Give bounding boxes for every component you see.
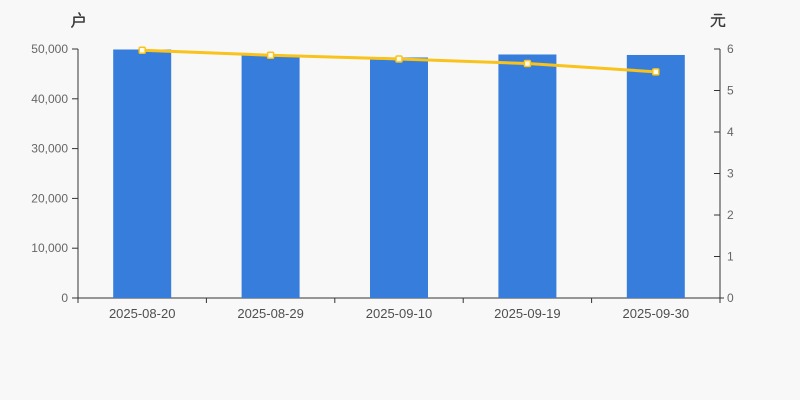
left-axis-tick-label: 10,000: [31, 241, 68, 255]
left-axis-tick-label: 20,000: [31, 191, 68, 205]
right-axis-tick-label: 6: [727, 42, 734, 56]
left-axis-tick-label: 30,000: [31, 142, 68, 156]
bar: [113, 49, 172, 298]
right-axis-tick-label: 0: [727, 291, 734, 305]
bar: [370, 57, 428, 298]
bar: [626, 54, 685, 299]
x-axis-label: 2025-08-20: [109, 306, 176, 321]
right-axis-tick-label: 3: [727, 167, 734, 181]
bar: [241, 55, 300, 298]
line-marker: [138, 46, 146, 54]
x-axis-label: 2025-09-10: [366, 306, 433, 321]
line-marker: [266, 51, 275, 59]
right-axis-tick-label: 2: [727, 208, 734, 222]
left-axis-unit-icon: [71, 12, 85, 28]
right-axis-tick-label: 5: [727, 84, 734, 98]
left-axis-tick-label: 0: [61, 291, 68, 305]
right-axis-unit-icon: [710, 13, 726, 28]
line-marker: [523, 59, 532, 68]
line-marker: [652, 68, 660, 76]
x-axis-label: 2025-09-30: [623, 306, 690, 321]
left-axis-tick-label: 40,000: [31, 92, 68, 106]
x-axis-label: 2025-09-19: [494, 306, 561, 321]
x-axis-label: 2025-08-29: [237, 306, 304, 321]
right-axis-tick-label: 1: [727, 250, 734, 264]
left-axis-tick-label: 50,000: [31, 42, 68, 56]
bar: [498, 54, 557, 299]
right-axis-tick-label: 4: [727, 125, 734, 139]
line-marker: [395, 55, 403, 63]
